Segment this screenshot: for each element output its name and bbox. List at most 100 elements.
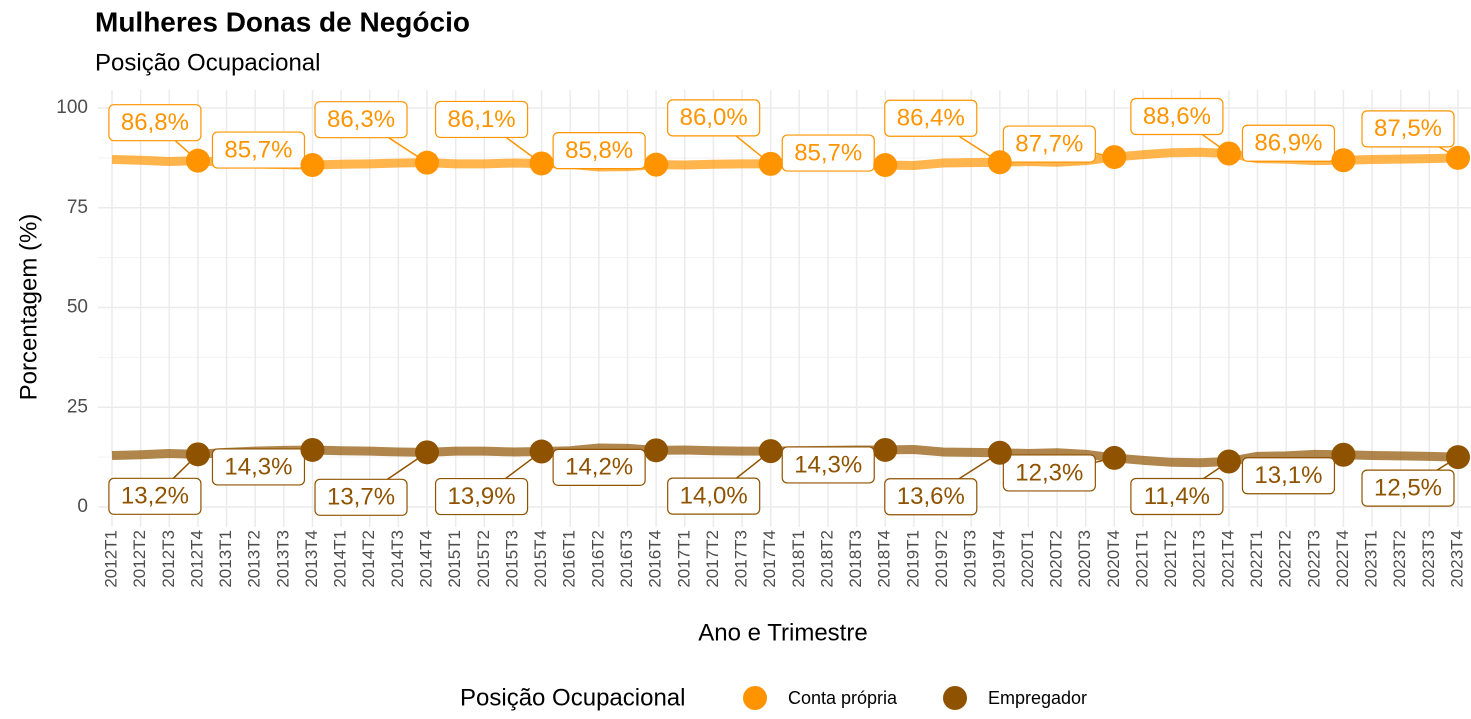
data-label: 86,8% (121, 109, 189, 136)
data-label: 11,4% (1144, 483, 1210, 510)
data-point (644, 438, 669, 463)
data-label: 12,3% (1015, 459, 1083, 486)
data-point (758, 151, 783, 176)
x-tick-label: 2013T2 (245, 530, 264, 588)
data-label-box (552, 132, 646, 170)
data-label: 88,6% (1143, 103, 1211, 130)
legend-swatch (743, 686, 767, 710)
x-tick-label: 2021T3 (1190, 530, 1209, 588)
x-tick-label: 2016T1 (560, 530, 579, 588)
data-label: 86,4% (897, 105, 965, 132)
x-tick-label: 2015T3 (502, 530, 521, 588)
data-label-box (314, 101, 408, 139)
x-tick-label: 2018T2 (817, 530, 836, 588)
data-label-box (781, 446, 875, 484)
x-tick-label: 2012T1 (101, 530, 120, 588)
data-point (873, 153, 898, 178)
x-tick-label: 2012T2 (130, 530, 149, 588)
data-point (529, 439, 554, 464)
x-tick-label: 2020T4 (1104, 530, 1123, 588)
data-point (1331, 148, 1356, 173)
data-label-box (211, 448, 306, 486)
x-tick-label: 2014T2 (359, 530, 378, 588)
data-label: 13,6% (897, 483, 965, 510)
data-label: 12,5% (1374, 474, 1442, 501)
data-point (529, 151, 554, 176)
data-label-box (314, 478, 408, 516)
data-label: 87,5% (1374, 115, 1442, 142)
data-label: 13,9% (448, 483, 516, 510)
data-label-box (211, 131, 306, 169)
x-tick-label: 2015T4 (531, 530, 550, 588)
x-tick-label: 2017T4 (760, 530, 779, 588)
x-tick-label: 2023T3 (1419, 530, 1438, 588)
x-tick-label: 2018T1 (789, 530, 808, 588)
x-tick-label: 2015T2 (474, 530, 493, 588)
data-label: 13,1% (1254, 462, 1322, 489)
data-point (873, 437, 898, 462)
data-point (415, 150, 440, 175)
x-tick-label: 2012T3 (159, 530, 178, 588)
x-tick-label: 2022T4 (1333, 530, 1352, 588)
x-tick-label: 2021T2 (1161, 530, 1180, 588)
data-label-box (1002, 454, 1096, 492)
data-point (987, 150, 1012, 175)
legend-title: Posição Ocupacional (460, 684, 685, 711)
chart-title: Mulheres Donas de Negócio (95, 6, 470, 37)
data-label-box (884, 99, 978, 137)
x-tick-label: 2018T3 (846, 530, 865, 588)
data-point (644, 152, 669, 177)
data-point (758, 439, 783, 464)
y-tick-label: 50 (67, 297, 88, 318)
x-axis-title: Ano e Trimestre (698, 619, 867, 646)
x-tick-label: 2020T3 (1075, 530, 1094, 588)
data-point (1102, 445, 1127, 470)
x-tick-label: 2019T4 (989, 530, 1008, 588)
data-label: 86,3% (327, 106, 395, 133)
data-point (1331, 442, 1356, 467)
x-tick-label: 2022T3 (1304, 530, 1323, 588)
data-label-box (1361, 110, 1455, 148)
data-label-box (1241, 124, 1336, 162)
x-tick-label: 2014T3 (388, 530, 407, 588)
x-tick-label: 2018T4 (875, 530, 894, 588)
data-point (185, 442, 210, 467)
x-tick-label: 2013T4 (302, 530, 321, 588)
data-label: 85,7% (794, 139, 862, 166)
data-label: 14,0% (680, 482, 748, 509)
data-label-box (434, 100, 529, 139)
x-tick-label: 2014T4 (417, 530, 436, 588)
data-label-box (1241, 457, 1336, 495)
x-tick-label: 2019T3 (961, 530, 980, 588)
data-label: 13,2% (121, 483, 189, 510)
data-label: 86,1% (448, 106, 516, 133)
x-tick-label: 2021T4 (1218, 530, 1237, 588)
x-tick-label: 2017T1 (674, 530, 693, 588)
data-label: 86,9% (1254, 130, 1322, 157)
chart-subtitle: Posição Ocupacional (95, 49, 320, 76)
data-label: 85,8% (565, 137, 633, 164)
x-tick-label: 2022T2 (1276, 530, 1295, 588)
legend-swatch (943, 686, 967, 710)
y-tick-label: 25 (67, 396, 88, 417)
x-tick-label: 2019T2 (932, 530, 951, 588)
data-label: 87,7% (1015, 130, 1083, 157)
x-tick-label: 2014T1 (331, 530, 350, 588)
x-tick-label: 2019T1 (903, 530, 922, 588)
y-tick-label: 0 (77, 496, 88, 517)
x-tick-label: 2023T2 (1390, 530, 1409, 588)
data-label-box (1130, 477, 1224, 516)
data-label: 86,0% (680, 104, 748, 131)
x-tick-label: 2021T1 (1132, 530, 1151, 588)
x-tick-label: 2016T4 (646, 530, 665, 588)
x-tick-label: 2015T1 (445, 530, 464, 588)
data-point (1102, 145, 1127, 170)
data-point (300, 153, 325, 178)
x-tick-label: 2017T2 (703, 530, 722, 588)
x-tick-label: 2020T1 (1018, 530, 1037, 588)
data-label: 14,3% (224, 453, 292, 480)
data-point (1216, 449, 1241, 474)
x-tick-label: 2016T3 (617, 530, 636, 588)
data-label-box (667, 99, 761, 137)
